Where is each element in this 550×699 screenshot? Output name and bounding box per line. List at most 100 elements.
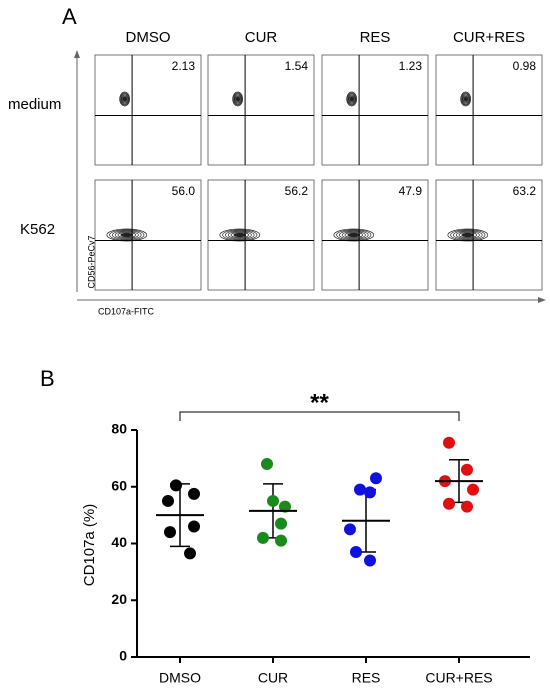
- significance-bracket: [179, 411, 460, 421]
- contour: [346, 91, 358, 107]
- contour: [122, 96, 127, 102]
- contour: [463, 95, 469, 103]
- contour: [453, 230, 483, 240]
- y-tick-label: 80: [111, 421, 127, 437]
- contour: [122, 95, 128, 103]
- data-point: [461, 463, 473, 476]
- column-label: CUR+RES: [453, 29, 525, 46]
- contour: [455, 231, 480, 239]
- data-point: [188, 520, 200, 533]
- data-point: [275, 534, 287, 547]
- column-label: DMSO: [126, 29, 171, 46]
- data-point: [170, 479, 182, 492]
- data-point: [370, 472, 382, 485]
- contour: [230, 232, 249, 238]
- plot-frame: [321, 54, 429, 166]
- row-label: medium: [8, 96, 61, 113]
- contour: [234, 94, 241, 104]
- data-point: [443, 436, 455, 449]
- data-point: [279, 500, 291, 513]
- data-point: [162, 494, 174, 507]
- y-axis-label: CD107a (%): [81, 504, 98, 587]
- contour: [112, 230, 142, 240]
- data-point: [354, 483, 366, 496]
- data-point: [184, 547, 196, 560]
- data-point: [443, 497, 455, 510]
- contour: [347, 92, 357, 106]
- x-tick-label: DMSO: [159, 670, 201, 686]
- annotation: **: [310, 389, 329, 416]
- contour: [463, 96, 468, 102]
- quadrant-value: 47.9: [399, 184, 423, 198]
- flow-plots: DMSO CUR RES CUR+RES medium 2.13 1.54 1.23 0.98 K…: [8, 29, 543, 291]
- contour: [349, 96, 354, 102]
- contour: [461, 93, 470, 105]
- contour: [120, 92, 130, 106]
- contour: [339, 230, 369, 240]
- panel-label: A: [62, 4, 77, 29]
- contour: [461, 232, 475, 238]
- quadrant-value: 56.0: [172, 184, 196, 198]
- contour: [225, 230, 255, 240]
- y-tick-label: 40: [111, 534, 127, 550]
- quadrant-value: 56.2: [285, 184, 309, 198]
- contour: [120, 93, 129, 105]
- row-label: K562: [20, 221, 55, 238]
- quadrant-value: 63.2: [513, 184, 537, 198]
- data-point: [344, 523, 356, 536]
- contour: [460, 91, 472, 107]
- plot-frame: [207, 54, 315, 166]
- dot-plot: 0 20 40 60 80 DMSO CUR RES CUR+RES **: [111, 389, 530, 686]
- contour: [233, 93, 242, 105]
- contour: [117, 232, 136, 238]
- plot-frame: [435, 54, 543, 166]
- contour: [344, 232, 363, 238]
- plot-frame: [94, 54, 202, 166]
- column-label: CUR: [245, 29, 278, 46]
- contour: [348, 94, 355, 104]
- y-tick-label: 20: [111, 591, 127, 607]
- contour: [347, 232, 361, 238]
- x-tick-label: CUR: [258, 670, 288, 686]
- quadrant-value: 1.23: [399, 59, 423, 73]
- data-point: [188, 487, 200, 500]
- contour: [349, 95, 355, 103]
- contour: [121, 94, 128, 104]
- contour: [235, 95, 241, 103]
- x-axis-label: CD107a-FITC: [98, 306, 155, 316]
- data-point: [257, 531, 269, 544]
- y-tick-label: 60: [111, 477, 127, 493]
- contour: [119, 91, 131, 107]
- arrow-head: [538, 297, 546, 303]
- x-tick-label: RES: [352, 670, 381, 686]
- contour: [462, 94, 469, 104]
- contour: [232, 91, 244, 107]
- contour: [235, 96, 240, 102]
- contour: [233, 232, 247, 238]
- quadrant-value: 0.98: [513, 59, 537, 73]
- panel-label: B: [40, 366, 55, 391]
- contour: [461, 92, 471, 106]
- contour: [347, 93, 356, 105]
- x-tick-label: CUR+RES: [425, 670, 492, 686]
- contour: [233, 92, 243, 106]
- contour: [120, 232, 134, 238]
- contour: [227, 231, 252, 239]
- quadrant-value: 1.54: [285, 59, 309, 73]
- arrow-head: [74, 50, 80, 58]
- data-point: [267, 494, 279, 507]
- data-point: [350, 546, 362, 559]
- data-point: [467, 483, 479, 496]
- y-tick-label: 0: [119, 648, 127, 664]
- data-point: [275, 517, 287, 530]
- data-point: [261, 458, 273, 471]
- contour: [458, 232, 477, 238]
- quadrant-value: 2.13: [172, 59, 196, 73]
- data-point: [461, 500, 473, 513]
- contour: [114, 231, 139, 239]
- data-point: [164, 526, 176, 539]
- column-label: RES: [360, 29, 391, 46]
- y-axis-label: CD56-PeCy7: [86, 235, 96, 288]
- data-point: [364, 554, 376, 567]
